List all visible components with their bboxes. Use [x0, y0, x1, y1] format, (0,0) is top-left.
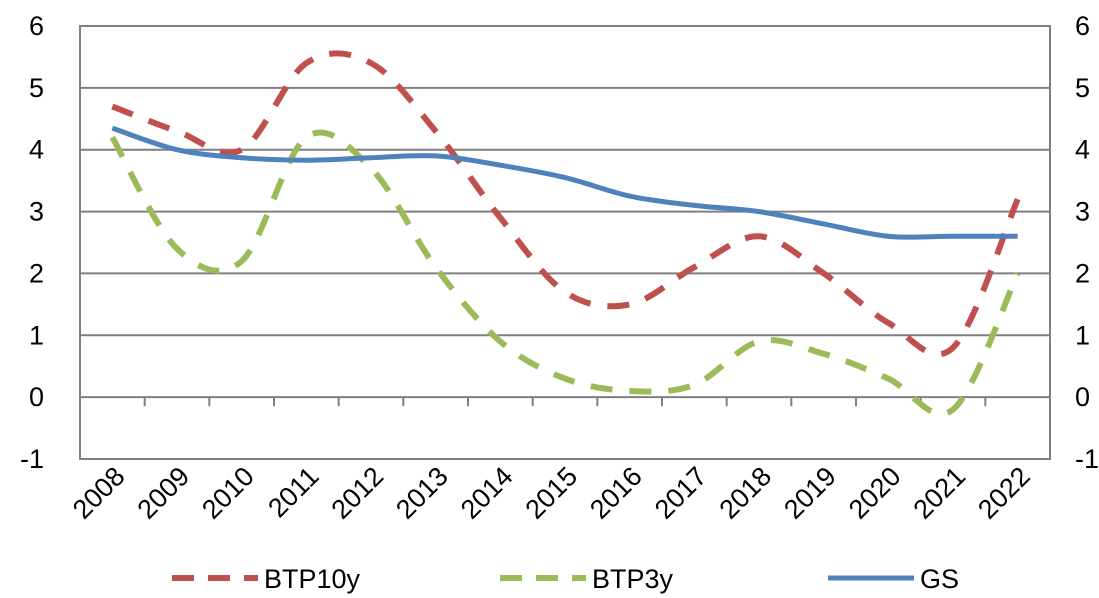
- y-tick-label-left: 6: [29, 11, 44, 41]
- y-tick-label-right: 0: [1075, 382, 1090, 412]
- y-tick-label-right: 4: [1075, 135, 1090, 165]
- y-tick-label-left: 4: [29, 135, 44, 165]
- x-tick-label: 2009: [132, 461, 196, 525]
- x-tick-label: 2012: [326, 461, 390, 525]
- y-tick-label-right: 3: [1075, 197, 1090, 227]
- x-tick-label: 2016: [584, 461, 648, 525]
- y-tick-label-right: -1: [1075, 444, 1099, 474]
- y-tick-label-left: 0: [29, 382, 44, 412]
- y-tick-label-right: 5: [1075, 73, 1090, 103]
- legend: BTP10y BTP3y GS: [172, 564, 959, 594]
- series-line-btp3y: [109, 129, 1021, 417]
- x-tick-label: 2015: [520, 461, 584, 525]
- y-tick-label-left: 5: [29, 73, 44, 103]
- legend-label-btp3y: BTP3y: [592, 564, 674, 594]
- x-tick-label: 2011: [262, 461, 324, 523]
- x-tick-label: 2008: [67, 461, 131, 525]
- x-tick-label: 2017: [649, 461, 713, 525]
- series-lines: [109, 50, 1021, 417]
- x-tick-label: 2022: [972, 461, 1036, 525]
- legend-label-gs: GS: [920, 564, 959, 594]
- x-axis-ticks: [143, 397, 987, 407]
- x-axis-labels: 2008 2009 2010 2011 2012 2013 2014 2015 2016 2017…: [67, 461, 1036, 525]
- y-tick-label-left: 1: [29, 320, 44, 350]
- series-line-gs: [111, 125, 1018, 240]
- y-tick-label-left: 2: [29, 258, 44, 288]
- y-tick-label-right: 2: [1075, 258, 1090, 288]
- plot-area: [79, 25, 1051, 460]
- x-tick-label: 2021: [908, 461, 972, 525]
- y-axis-right-labels: -1 0 1 2 3 4 5 6: [1075, 11, 1099, 474]
- x-tick-label: 2018: [714, 461, 778, 525]
- y-axis-left-labels: -1 0 1 2 3 4 5 6: [20, 11, 44, 474]
- y-tick-label-right: 6: [1075, 11, 1090, 41]
- y-tick-label-right: 1: [1075, 320, 1090, 350]
- y-tick-label-left: 3: [29, 197, 44, 227]
- legend-label-btp10y: BTP10y: [264, 564, 361, 594]
- x-tick-label: 2013: [390, 461, 454, 525]
- series-line-btp10y: [111, 50, 1021, 358]
- y-tick-label-left: -1: [20, 444, 44, 474]
- x-tick-label: 2019: [778, 461, 842, 525]
- gridlines: [80, 86, 1050, 399]
- x-tick-label: 2010: [196, 461, 260, 525]
- x-tick-label: 2014: [455, 461, 519, 525]
- x-tick-label: 2020: [843, 461, 907, 525]
